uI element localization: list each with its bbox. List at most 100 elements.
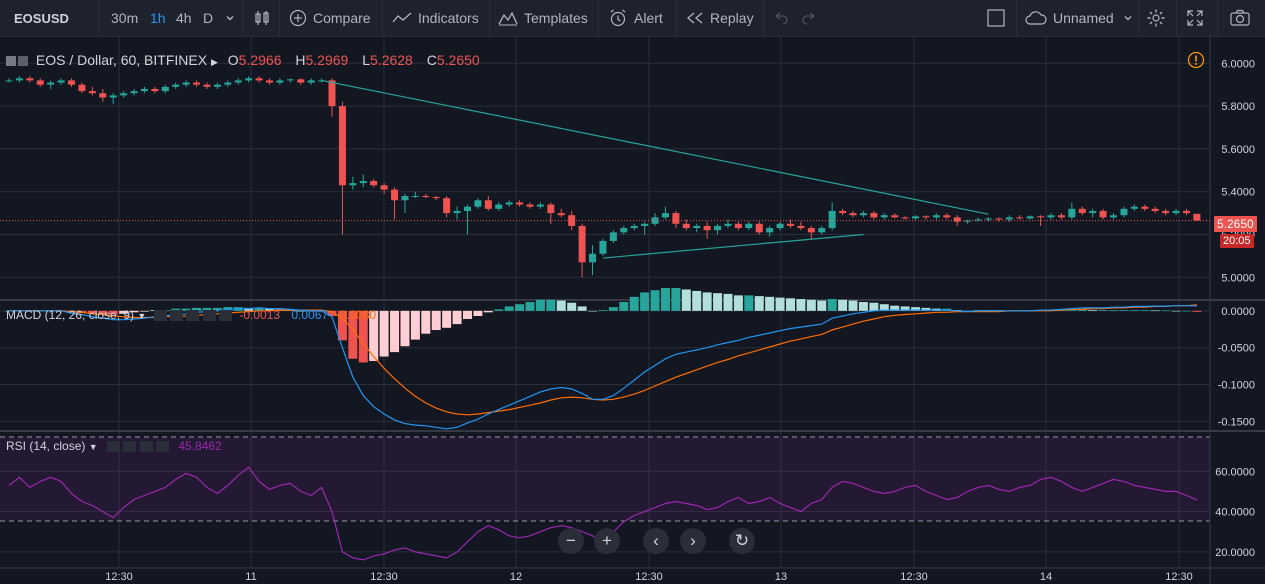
candle-body (536, 204, 544, 207)
macd-histogram-bar (619, 302, 629, 311)
candle-body (78, 84, 86, 92)
time-axis-label: 12:30 (635, 571, 663, 583)
candle-body (922, 216, 930, 218)
gear-icon[interactable] (1146, 0, 1166, 36)
macd-histogram-bar (713, 293, 723, 311)
macd-histogram-bar (848, 300, 858, 311)
copy-icon[interactable] (186, 310, 200, 321)
indicators-button[interactable]: Indicators (392, 0, 479, 36)
templates-button[interactable]: Templates (498, 0, 588, 36)
redo-icon[interactable] (800, 0, 818, 36)
macd-histogram-bar (1119, 310, 1129, 311)
compare-button[interactable]: Compare (289, 0, 371, 36)
alert-button[interactable]: Alert (608, 0, 663, 36)
layout-save-button[interactable]: Unnamed (1025, 0, 1134, 36)
interval-4h[interactable]: 4h (176, 10, 192, 26)
camera-icon[interactable] (1229, 0, 1251, 36)
macd-histogram-bar (473, 310, 483, 317)
candle-body (755, 223, 763, 233)
macd-histogram-bar (827, 299, 837, 311)
candle-body (1151, 208, 1159, 211)
candle-body (161, 86, 169, 92)
chart-area[interactable]: 6.00005.80005.60005.40005.20005.00000.00… (0, 37, 1265, 584)
interval-d[interactable]: D (203, 10, 214, 26)
price-axis-label: 5.0000 (1221, 272, 1255, 284)
reset-chart-button[interactable]: ↻ (729, 528, 755, 554)
close-icon[interactable] (219, 310, 233, 321)
candle-body (172, 84, 180, 87)
macd-histogram-bar (650, 290, 660, 311)
candle-body (88, 91, 96, 94)
candle-body (380, 185, 388, 190)
candle-body (245, 78, 253, 81)
candle-body (68, 80, 76, 85)
price-axis[interactable]: 6.00005.80005.60005.40005.20005.00000.00… (1215, 58, 1255, 559)
legend-close: 5.2650 (436, 52, 480, 68)
macd-histogram-bar (535, 299, 545, 311)
time-axis[interactable]: 12:30 11 12:30 12 12:30 13 12:30 14 12:30 (105, 571, 1193, 583)
macd-histogram-bar (733, 295, 743, 311)
macd-label[interactable]: MACD (12, 26, close, 9) (6, 308, 135, 322)
toolbar-divider (763, 0, 764, 36)
macd-histogram-bar (796, 299, 806, 311)
expand-icon[interactable] (1186, 0, 1204, 36)
fullscreen-square-icon[interactable] (986, 0, 1006, 36)
zoom-out-button[interactable]: − (558, 528, 584, 554)
zoom-in-button[interactable]: + (594, 528, 620, 554)
candle-body (766, 228, 774, 233)
candle-body (943, 215, 951, 218)
macd-histogram-bar (525, 302, 535, 311)
macd-histogram-bar (515, 304, 525, 311)
eye-icon[interactable] (153, 310, 167, 321)
copy-icon[interactable] (123, 441, 137, 452)
candle-body (474, 200, 482, 207)
legend-caret-icon[interactable]: ▶ (210, 57, 218, 67)
undo-icon[interactable] (772, 0, 790, 36)
interval-30m[interactable]: 30m (111, 10, 139, 26)
candle-body (1130, 206, 1138, 209)
candle-body (213, 84, 221, 87)
price-axis-label: -0.1500 (1218, 416, 1255, 428)
candle-body (484, 200, 492, 209)
macd-histogram-bar (1109, 310, 1119, 311)
macd-histogram-bar (1171, 310, 1181, 312)
candle-body (839, 210, 847, 214)
legend-high: 5.2969 (305, 52, 349, 68)
interval-1h[interactable]: 1h (150, 10, 166, 26)
rsi-chevron-down-icon[interactable]: ▼ (88, 442, 98, 452)
legend-low-key: L (362, 52, 371, 68)
gear-icon[interactable] (106, 441, 120, 452)
time-axis-label: 11 (245, 571, 256, 583)
trendlines[interactable] (321, 79, 989, 259)
candle-body (36, 80, 44, 85)
close-icon[interactable] (156, 441, 169, 452)
gear-icon[interactable] (170, 310, 183, 321)
legend-open: 5.2966 (238, 52, 282, 68)
macd-histogram-bar (129, 310, 139, 313)
macd-histogram-bar (119, 310, 129, 314)
rsi-label[interactable]: RSI (14, close) (6, 439, 86, 453)
candle-body (776, 223, 784, 229)
macd-histogram-bar (442, 310, 452, 328)
toolbar-divider (279, 0, 280, 36)
scroll-left-button[interactable]: ‹ (643, 528, 669, 554)
macd-histogram-bar (462, 310, 472, 319)
symbol-search[interactable]: EOSUSD (14, 10, 69, 26)
macd-histogram-bar (504, 306, 514, 311)
price-axis-label: -0.0500 (1218, 343, 1255, 355)
legend-low: 5.2628 (370, 52, 413, 68)
candle-body (1193, 213, 1201, 221)
macd-chevron-down-icon[interactable]: ▼ (137, 311, 147, 321)
scroll-right-button[interactable]: › (680, 528, 706, 554)
candles-chart-type-icon[interactable] (252, 0, 272, 36)
last-price-label: 5.2650 (1214, 216, 1257, 232)
add-icon[interactable] (139, 441, 153, 452)
macd-histogram-bar (327, 310, 337, 317)
macd-histogram-bar (546, 299, 556, 311)
replay-button[interactable]: Replay (686, 0, 754, 36)
candle-body (140, 88, 148, 92)
warning-icon[interactable] (1187, 51, 1205, 72)
interval-dropdown-chevron-down-icon[interactable] (224, 0, 236, 36)
add-icon[interactable] (202, 310, 216, 321)
macd-histogram-bar (379, 310, 389, 357)
